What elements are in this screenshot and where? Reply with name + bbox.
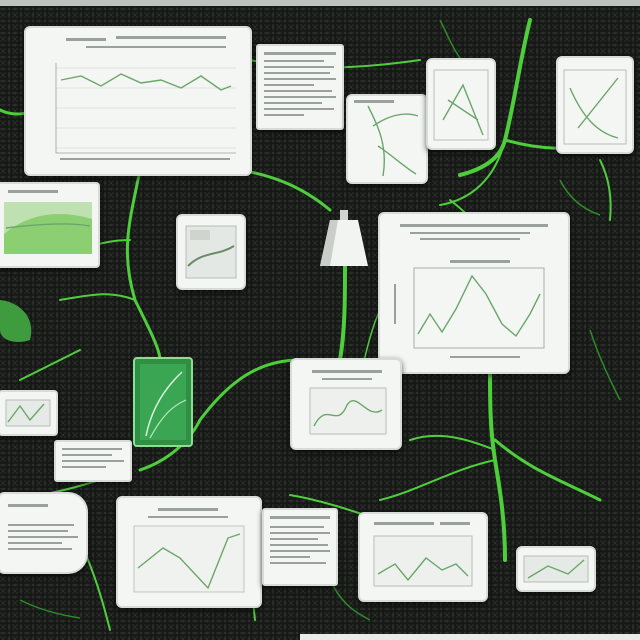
lamp-icon [320,210,368,266]
jar-icon [133,357,193,447]
chart-card-large [378,212,570,374]
text-card-top [256,44,344,130]
chart-card-bottom-right [358,512,488,602]
sketch-card-c [556,56,634,154]
sketch-card-bottom-right [516,546,596,592]
bottom-edge-bar [300,634,640,640]
chart-card-mid [290,358,402,450]
text-card-left-b [54,440,132,482]
leaf-icon [0,300,32,342]
photo-card-center [176,214,246,290]
top-edge-bar [0,0,640,6]
sketch-card-b [426,58,496,150]
text-card-bottom-left [0,492,88,574]
chart-card-top-left [24,26,252,176]
chart-card-bottom [116,496,262,608]
sketch-card-a [346,94,428,184]
sketch-card-left-a [0,390,58,436]
leaf-card-left [0,182,100,268]
text-card-bottom [262,508,338,586]
